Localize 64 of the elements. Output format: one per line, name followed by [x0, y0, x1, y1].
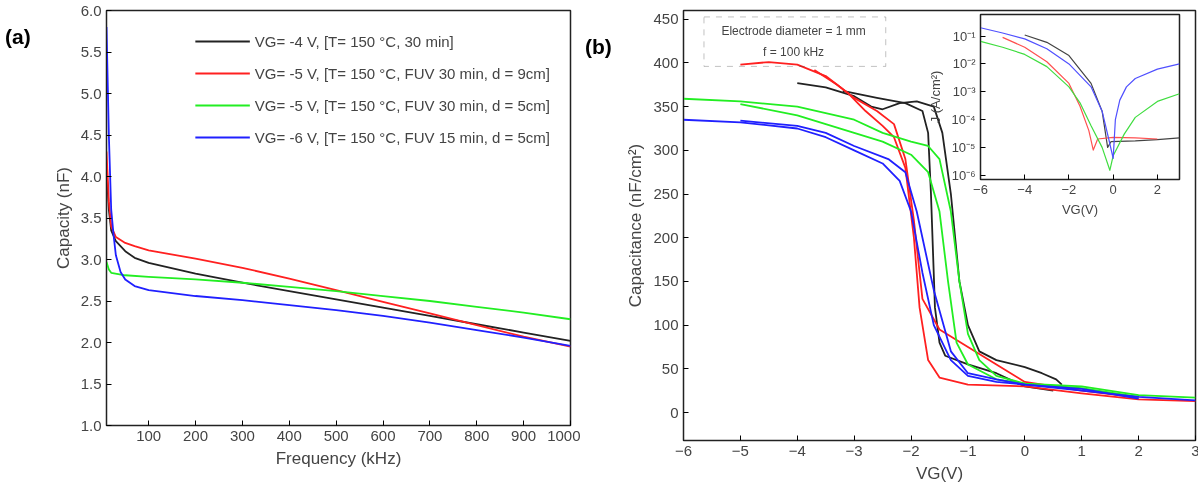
y-tick-label: 250	[653, 185, 679, 203]
x-tick-label: 600	[370, 426, 396, 444]
x-tick-label: −1	[959, 441, 977, 459]
y-tick-label: 1.5	[80, 375, 102, 392]
x-tick-label: 2	[1153, 181, 1162, 197]
y-tick-label: 350	[653, 97, 679, 115]
y-tick-label: 10⁻²	[952, 56, 977, 72]
y-tick-label: 3.5	[80, 209, 102, 226]
y-axis-title: J (A/cm²)	[928, 70, 944, 124]
y-tick-label: 450	[653, 10, 679, 28]
y-axis-title: Capacity (nF)	[53, 166, 73, 270]
y-tick-label: 2.5	[80, 292, 102, 309]
y-axis-title: Capacitance (nF/cm²)	[626, 143, 646, 308]
x-tick-label: −2	[1061, 181, 1077, 197]
x-tick-label: 1	[1077, 441, 1086, 459]
y-tick-label: 5.5	[80, 43, 102, 60]
x-tick-label: 500	[323, 426, 349, 444]
y-tick-label: 10⁻⁵	[951, 139, 976, 155]
y-tick-label: 150	[653, 272, 679, 290]
x-tick-label: −6	[674, 441, 693, 459]
x-tick-label: −2	[902, 441, 920, 459]
x-tick-label: −5	[731, 441, 749, 459]
y-tick-label: 10⁻¹	[952, 28, 977, 44]
x-tick-label: 200	[183, 426, 209, 444]
x-tick-label: 0	[1020, 441, 1030, 459]
legend-label: VG= -5 V, [T= 150 °C, FUV 30 min, d = 5cm]	[254, 95, 550, 116]
legend-label: VG= -6 V, [T= 150 °C, FUV 15 min, d = 5cm]	[254, 127, 550, 148]
x-tick-label: −6	[973, 181, 988, 197]
x-tick-label: −4	[788, 441, 806, 459]
x-tick-label: 2	[1134, 441, 1143, 459]
x-axis-title: VG(V)	[1061, 201, 1099, 217]
x-tick-label: 1000	[547, 426, 581, 444]
y-tick-label: 400	[653, 53, 679, 71]
y-tick-label: 1.0	[80, 416, 102, 434]
x-tick-label: 700	[417, 426, 443, 444]
y-tick-label: 300	[653, 141, 679, 159]
y-tick-label: 50	[661, 359, 679, 377]
y-tick-label: 6.0	[80, 1, 102, 19]
y-tick-label: 10⁻⁴	[951, 112, 976, 128]
x-tick-label: −3	[845, 441, 863, 459]
x-axis-title: VG(V)	[915, 463, 964, 483]
x-tick-label: 800	[464, 426, 490, 444]
y-tick-label: 4.0	[80, 167, 102, 185]
x-tick-label: 400	[276, 426, 302, 444]
x-tick-label: 100	[136, 426, 162, 444]
y-tick-label: 3.0	[80, 250, 102, 268]
y-tick-label: 2.0	[80, 333, 102, 351]
y-tick-label: 4.5	[80, 126, 102, 143]
x-tick-label: 300	[229, 426, 255, 444]
y-tick-label: 10⁻³	[952, 84, 977, 100]
x-tick-label: 0	[1109, 181, 1117, 197]
y-tick-label: 10⁻⁶	[951, 167, 976, 183]
y-tick-label: 5.0	[80, 84, 102, 102]
annotation: Electrode diameter = 1 mm f = 100 kHz	[721, 23, 866, 60]
y-tick-label: 100	[653, 316, 679, 334]
legend-label: VG= -5 V, [T= 150 °C, FUV 30 min, d = 9cm]	[254, 63, 550, 84]
x-tick-label: 900	[511, 426, 537, 444]
text: (b)	[585, 34, 612, 60]
legend-label: VG= -4 V, [T= 150 °C, 30 min]	[254, 31, 454, 52]
text: (a)	[5, 24, 31, 50]
x-axis-title: Frequency (kHz)	[275, 448, 402, 468]
x-tick-label: −4	[1017, 181, 1033, 197]
y-tick-label: 200	[653, 228, 679, 246]
y-tick-label: 0	[670, 403, 679, 421]
